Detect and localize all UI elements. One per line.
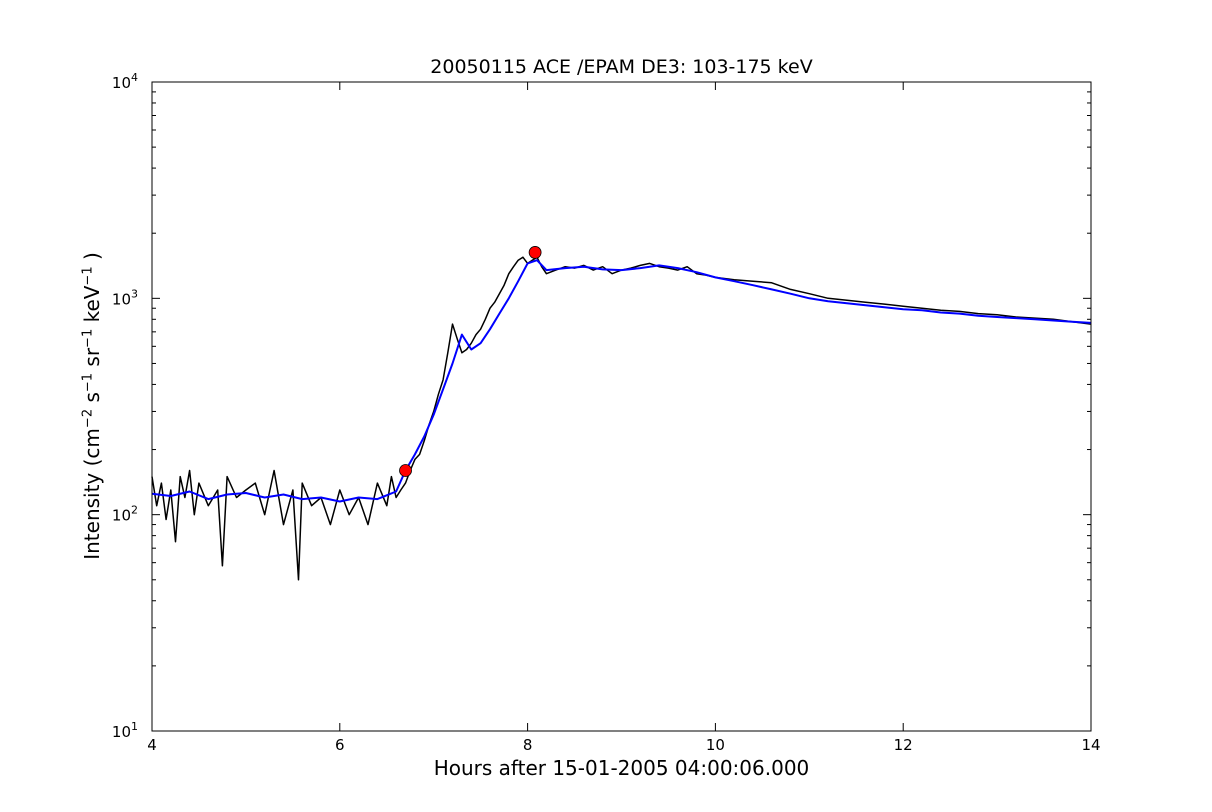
y-axis-label: Intensity (cm−2 s−1 sr−1 keV−1 ) [80,252,104,560]
x-tick-label: 4 [147,736,157,754]
y-axis-label-part-2: sr [80,347,104,373]
x-axis-label: Hours after 15-01-2005 04:00:06.000 [433,756,810,780]
y-axis-label-sup-2: −1 [80,372,96,393]
y-axis-label-sup-1: −2 [80,408,96,429]
marker-onset [399,464,412,477]
y-tick-label: 102 [112,504,138,525]
marker-peak [528,246,542,259]
plot-frame [151,81,1092,732]
y-axis-label-sup-3: −1 [80,328,96,348]
y-axis-label-part-3: keV [80,285,104,329]
series-line-raw [151,256,1092,581]
y-tick-label: 104 [112,71,138,92]
x-tick-label: 6 [335,736,345,754]
x-tick-label: 12 [894,736,913,754]
x-tick-label: 8 [523,736,533,754]
chart-title: 20050115 ACE /EPAM DE3: 103-175 keV [430,56,813,78]
y-axis-label-part-4: ) [80,252,104,267]
series-line-smoothed [151,259,1092,503]
y-axis-label-sup-4: −1 [80,266,96,286]
y-tick-label: 101 [112,720,138,741]
x-tick-label: 14 [1081,736,1100,754]
y-axis-label-part-1: s [80,392,104,409]
x-tick-label: 10 [706,736,725,754]
y-axis-label-prefix: Intensity (cm [80,428,104,560]
y-tick-label: 103 [112,287,138,308]
